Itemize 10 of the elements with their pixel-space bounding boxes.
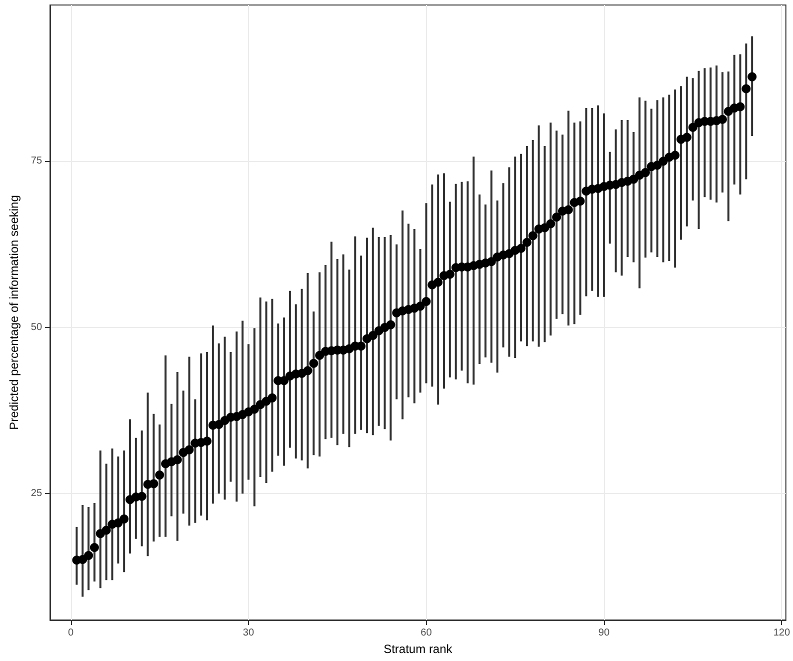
x-tick-label: 60 — [420, 628, 432, 638]
x-tick-label: 30 — [242, 628, 254, 638]
y-axis-title: Predicted percentage of information seeking — [7, 195, 21, 430]
y-tick-label: 50 — [30, 322, 42, 333]
x-axis-title: Stratum rank — [384, 642, 454, 656]
y-tick-label: 75 — [30, 156, 42, 167]
y-tick-label: 25 — [30, 488, 42, 500]
x-tick-label: 0 — [68, 628, 74, 638]
x-tick-label: 120 — [773, 628, 790, 638]
x-tick-label: 90 — [598, 628, 610, 638]
